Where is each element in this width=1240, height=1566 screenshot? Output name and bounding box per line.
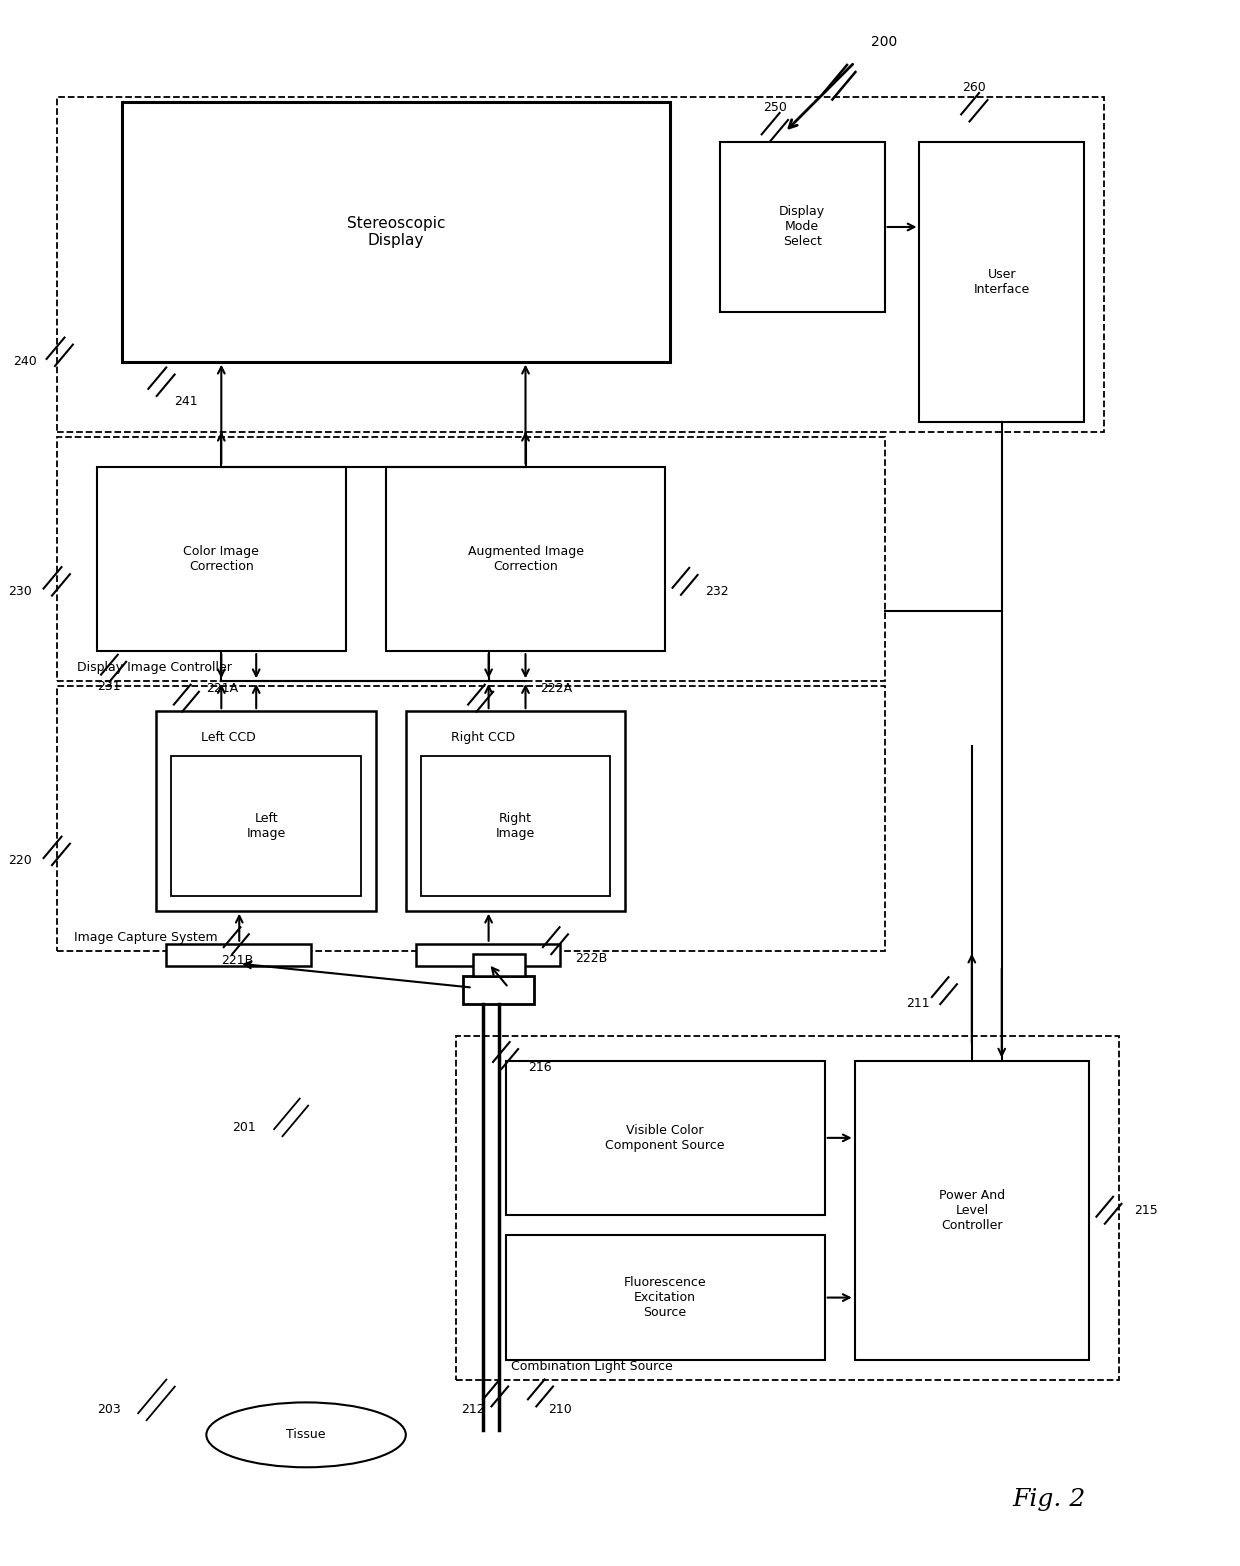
Bar — [57, 686, 884, 951]
Text: 232: 232 — [706, 584, 729, 598]
Text: 260: 260 — [962, 81, 986, 94]
Text: Augmented Image
Correction: Augmented Image Correction — [467, 545, 584, 573]
Bar — [156, 711, 376, 911]
Text: Image Capture System: Image Capture System — [73, 930, 217, 944]
Bar — [720, 143, 884, 312]
Bar — [463, 976, 534, 1004]
Bar — [854, 1060, 1089, 1359]
Text: 230: 230 — [7, 584, 32, 598]
Text: 221B: 221B — [221, 954, 253, 968]
Bar — [506, 1236, 825, 1359]
Text: Tissue: Tissue — [286, 1428, 326, 1441]
Bar — [405, 711, 625, 911]
Bar — [472, 954, 525, 976]
Text: 211: 211 — [905, 998, 930, 1010]
Text: 200: 200 — [872, 36, 898, 49]
Text: 221A: 221A — [206, 681, 238, 695]
Bar — [919, 143, 1084, 421]
Text: Left
Image: Left Image — [247, 811, 285, 839]
Text: Stereoscopic
Display: Stereoscopic Display — [347, 216, 445, 247]
Text: 222A: 222A — [541, 681, 573, 695]
Text: 240: 240 — [14, 355, 37, 368]
Text: Display
Mode
Select: Display Mode Select — [779, 205, 826, 249]
Bar — [122, 102, 670, 362]
Bar — [57, 97, 1104, 432]
Text: 250: 250 — [763, 100, 786, 114]
Text: Combination Light Source: Combination Light Source — [511, 1359, 672, 1373]
Text: Display Image Controller: Display Image Controller — [77, 661, 232, 675]
Text: 203: 203 — [97, 1403, 120, 1416]
Text: 231: 231 — [97, 680, 120, 692]
Text: Right CCD: Right CCD — [450, 731, 515, 744]
Bar — [415, 944, 560, 966]
Text: User
Interface: User Interface — [973, 268, 1030, 296]
Bar — [57, 437, 884, 681]
Text: 222B: 222B — [575, 952, 608, 965]
Bar — [171, 756, 361, 896]
Text: 210: 210 — [548, 1403, 573, 1416]
Text: 220: 220 — [7, 855, 32, 868]
Text: 212: 212 — [461, 1403, 485, 1416]
Bar — [97, 467, 346, 651]
Text: 241: 241 — [175, 395, 198, 409]
Text: 201: 201 — [232, 1121, 257, 1134]
Bar — [506, 1060, 825, 1215]
Bar — [420, 756, 610, 896]
Text: Right
Image: Right Image — [496, 811, 536, 839]
Text: Left CCD: Left CCD — [201, 731, 257, 744]
Bar — [386, 467, 665, 651]
Text: Fig. 2: Fig. 2 — [1013, 1488, 1086, 1511]
Text: Fluorescence
Excitation
Source: Fluorescence Excitation Source — [624, 1276, 707, 1319]
Text: Color Image
Correction: Color Image Correction — [184, 545, 259, 573]
Text: Visible Color
Component Source: Visible Color Component Source — [605, 1124, 725, 1153]
Text: 216: 216 — [528, 1062, 552, 1074]
Text: 215: 215 — [1133, 1204, 1158, 1217]
Text: Power And
Level
Controller: Power And Level Controller — [939, 1189, 1004, 1232]
Bar — [455, 1035, 1118, 1380]
Bar — [166, 944, 311, 966]
Ellipse shape — [206, 1403, 405, 1467]
